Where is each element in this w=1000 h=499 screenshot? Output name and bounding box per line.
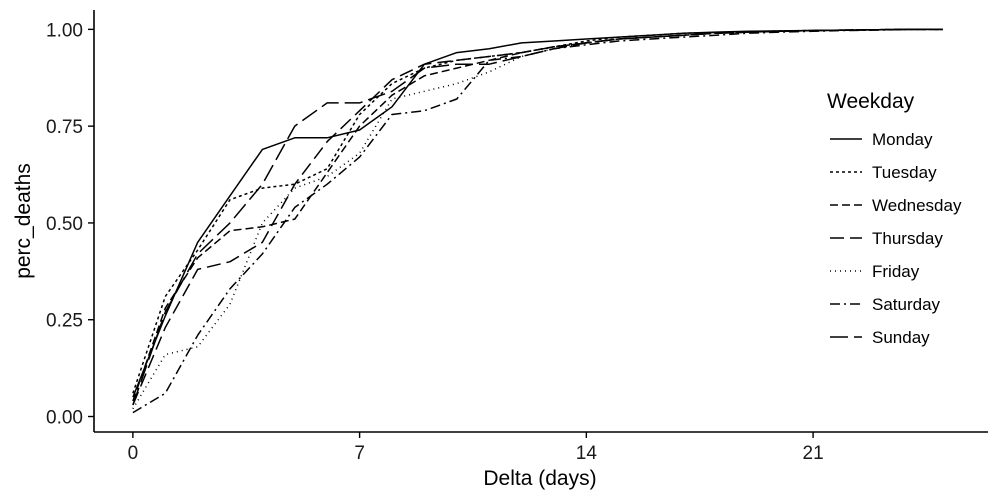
legend-label: Sunday: [872, 328, 930, 347]
y-tick-label: 0.75: [46, 117, 83, 138]
y-tick-label: 0.50: [46, 214, 83, 235]
y-tick-label: 1.00: [46, 20, 83, 41]
y-tick-label: 0.25: [46, 311, 83, 332]
series-line-sunday: [132, 28, 943, 406]
x-ticks: 0 7 14 21: [128, 432, 824, 464]
x-axis-title: Delta (days): [483, 467, 596, 490]
legend-label: Wednesday: [872, 196, 962, 215]
plot-area: 0.00 0.25 0.50 0.75 1.00 0 7 14 21: [46, 10, 988, 464]
legend-items: Monday Tuesday Wednesday Thursday Friday Satu…: [830, 130, 962, 347]
legend-label: Friday: [872, 262, 920, 281]
series-line-thursday: [132, 28, 943, 406]
legend: Weekday Monday Tuesday Wednesday Thursday Fr…: [827, 90, 962, 347]
legend-label: Saturday: [872, 295, 941, 314]
x-tick-label: 0: [128, 443, 139, 464]
series-line-friday: [132, 28, 943, 410]
series-layer: [132, 28, 943, 414]
series-line-wednesday: [132, 28, 943, 402]
x-tick-label: 14: [576, 443, 598, 464]
series-line-monday: [132, 28, 943, 398]
legend-title: Weekday: [827, 90, 915, 113]
legend-label: Thursday: [872, 229, 943, 248]
y-tick-label: 0.00: [46, 408, 83, 429]
series-line-tuesday: [132, 28, 943, 394]
x-tick-label: 7: [354, 443, 365, 464]
y-ticks: 0.00 0.25 0.50 0.75 1.00: [46, 20, 94, 429]
x-tick-label: 21: [803, 443, 824, 464]
legend-label: Tuesday: [872, 163, 937, 182]
y-axis-title: perc_deaths: [12, 163, 35, 279]
legend-label: Monday: [872, 130, 933, 149]
series-line-saturday: [132, 28, 943, 414]
